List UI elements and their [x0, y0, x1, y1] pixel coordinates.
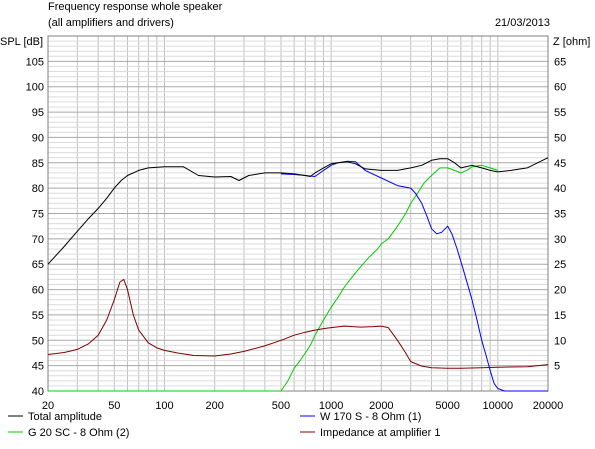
- y-tick-label: 65: [32, 259, 44, 271]
- y-tick-label: 100: [26, 82, 44, 94]
- y2-tick-label: 20: [554, 285, 566, 297]
- x-tick-label: 100: [155, 400, 173, 412]
- chart-date: 21/03/2013: [495, 17, 550, 29]
- series-line-1: [280, 160, 548, 392]
- y-tick-label: 105: [26, 56, 44, 68]
- legend-label: W 170 S - 8 Ohm (1): [320, 411, 421, 423]
- grid: [48, 35, 548, 392]
- y2-tick-label: 10: [554, 335, 566, 347]
- series-line-2: [48, 164, 498, 392]
- legend-label: G 20 SC - 8 Ohm (2): [28, 427, 129, 439]
- x-tick-label: 10000: [483, 400, 514, 412]
- plot-frame: [47, 35, 549, 392]
- y2-tick-label: 5: [554, 361, 560, 373]
- y-tick-label: 60: [32, 285, 44, 297]
- y2-tick-label: 15: [554, 310, 566, 322]
- y-tick-label: 45: [32, 361, 44, 373]
- y-tick-label: 90: [32, 132, 44, 144]
- x-tick-label: 50: [108, 400, 120, 412]
- chart-subtitle: (all amplifiers and drivers): [48, 17, 174, 29]
- legend-label: Impedance at amplifier 1: [320, 427, 440, 439]
- series-lines: [47, 157, 549, 392]
- chart-title: Frequency response whole speaker: [48, 1, 223, 13]
- series-line-0: [47, 157, 549, 265]
- x-tick-label: 500: [272, 400, 290, 412]
- y-tick-label: 80: [32, 183, 44, 195]
- y-tick-label: 55: [32, 310, 44, 322]
- left-axis-label: SPL [dB]: [0, 36, 43, 48]
- x-tick-label: 200: [205, 400, 223, 412]
- y2-tick-label: 25: [554, 259, 566, 271]
- right-axis-label: Z [ohm]: [553, 36, 590, 48]
- tick-labels: 20 50 100 200 500 1000 2000 5000 10000 20000 40 45 5…: [26, 56, 567, 412]
- legend-label: Total amplitude: [28, 411, 102, 423]
- series-line-3: [47, 278, 549, 369]
- legend: Total amplitude W 170 S - 8 Ohm (1) G 20 S…: [8, 411, 440, 439]
- y-tick-label: 95: [32, 107, 44, 119]
- y-tick-label: 40: [32, 386, 44, 398]
- y2-tick-label: 55: [554, 107, 566, 119]
- x-tick-label: 1000: [319, 400, 343, 412]
- y2-tick-label: 60: [554, 82, 566, 94]
- y-tick-label: 70: [32, 234, 44, 246]
- y2-tick-label: 45: [554, 158, 566, 170]
- y2-tick-label: 40: [554, 183, 566, 195]
- y-tick-label: 85: [32, 158, 44, 170]
- x-tick-label: 5000: [435, 400, 459, 412]
- x-tick-label: 2000: [369, 400, 393, 412]
- y-tick-label: 75: [32, 209, 44, 221]
- y2-tick-label: 65: [554, 56, 566, 68]
- y2-tick-label: 50: [554, 132, 566, 144]
- y2-tick-label: 30: [554, 234, 566, 246]
- x-tick-label: 20: [42, 400, 54, 412]
- y2-tick-label: 35: [554, 209, 566, 221]
- x-tick-label: 20000: [533, 400, 564, 412]
- y-tick-label: 50: [32, 335, 44, 347]
